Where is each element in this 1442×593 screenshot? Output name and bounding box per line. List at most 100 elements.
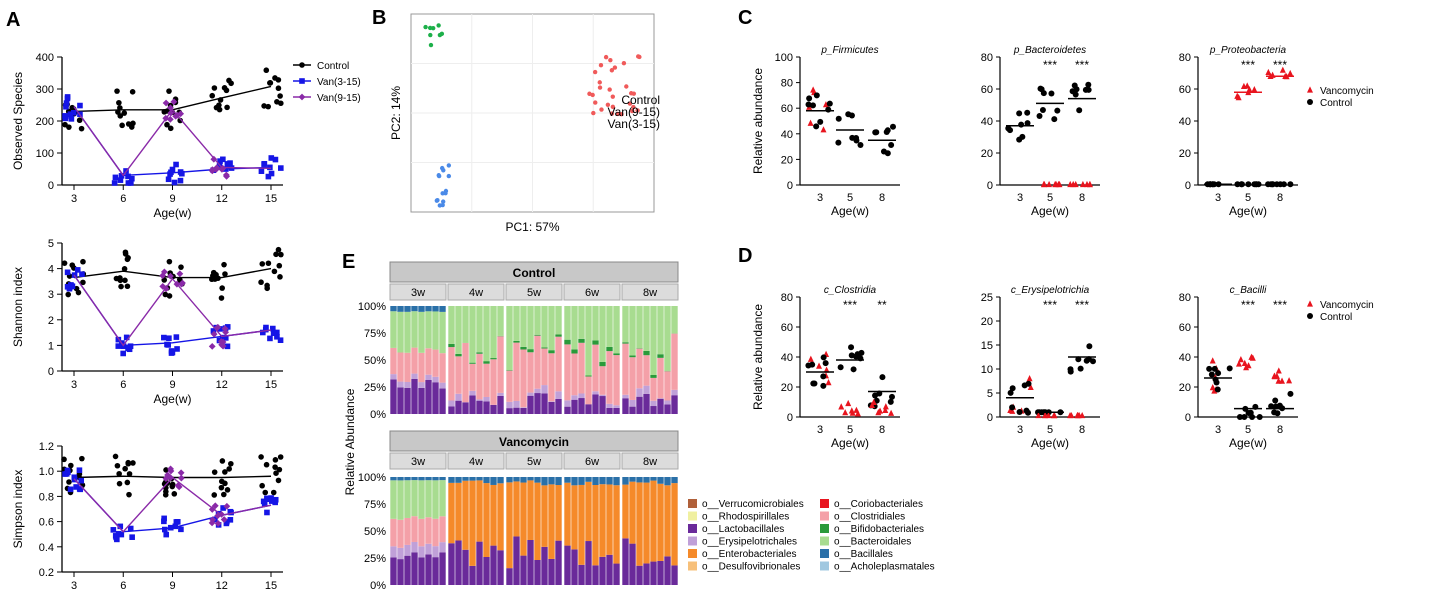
pca-point [599, 107, 604, 112]
significance-label: *** [1075, 58, 1089, 72]
data-point [169, 349, 176, 356]
data-point [879, 374, 886, 381]
data-point [73, 484, 79, 490]
stacked-bar-segment [650, 306, 657, 376]
y-axis-label: Observed Species [11, 72, 25, 170]
y-tick-label: 0.4 [39, 542, 54, 554]
data-point [68, 462, 74, 469]
y-tick-label: 0 [987, 180, 993, 192]
stacked-bar-segment [390, 306, 397, 312]
x-tick-label: 5 [847, 424, 853, 436]
stacked-bar-segment [418, 311, 425, 353]
stacked-bar-segment [497, 483, 504, 551]
stacked-bar-segment [476, 353, 483, 400]
facet-header [389, 261, 679, 283]
stacked-bar-segment [643, 385, 650, 394]
series-line-Van(3-15) [73, 106, 272, 177]
stacked-bar-segment [404, 555, 411, 585]
data-point [220, 516, 228, 523]
stacked-bar-segment [629, 306, 636, 356]
data-point [265, 173, 272, 180]
stacked-bar-segment [578, 338, 585, 343]
y-tick-label: 25 [981, 292, 993, 304]
stacked-bar-segment [432, 306, 439, 312]
data-point [171, 491, 178, 497]
week-header [563, 452, 621, 470]
stacked-bar-segment [664, 404, 671, 414]
data-point [848, 112, 855, 119]
legend-swatch [820, 524, 829, 533]
significance-label: *** [1043, 298, 1057, 312]
stacked-bar-segment [622, 342, 629, 344]
data-point [880, 148, 887, 155]
stacked-bar-segment [555, 485, 562, 541]
pca-legend-label: Van(3-15) [608, 117, 660, 131]
legend-marker [298, 93, 306, 101]
stacked-bar-segment [613, 485, 620, 564]
stacked-bar-segment [404, 477, 411, 481]
data-point [166, 258, 173, 265]
pca-point [610, 104, 616, 110]
stacked-bar-segment [657, 398, 664, 414]
stacked-bar-segment [418, 387, 425, 414]
stacked-bar-segment [490, 359, 497, 405]
stacked-bar-segment [520, 407, 527, 414]
data-point [64, 95, 71, 102]
data-point [169, 481, 176, 488]
data-point [848, 352, 855, 359]
legend-label: Control [1320, 98, 1352, 109]
x-tick-label: 8 [1079, 424, 1085, 436]
stacked-bar-segment [534, 393, 541, 414]
legend-label: o__Verrucomicrobiales [702, 499, 804, 510]
week-label: 6w [585, 287, 599, 299]
data-point [1287, 69, 1294, 77]
stacked-bar-segment [541, 306, 548, 348]
stacked-bar-segment [622, 306, 629, 343]
y-tick-label: 10 [981, 364, 993, 376]
stacked-bar-segment [629, 406, 636, 414]
data-point [1274, 410, 1281, 417]
stacked-bar-segment [448, 482, 455, 544]
data-point [807, 355, 814, 362]
stacked-bar-segment [585, 541, 592, 585]
stacked-bar-segment [490, 545, 497, 585]
stacked-bar-segment [455, 356, 462, 394]
pca-point [624, 84, 629, 89]
legend-label: o__Enterobacteriales [702, 549, 797, 560]
data-point [273, 251, 279, 258]
stacked-bar-segment [527, 306, 534, 350]
stacked-bar-segment [483, 483, 490, 557]
y-tick-label: 1.2 [39, 441, 54, 453]
stacked-bar-segment [606, 351, 613, 404]
stacked-bar-segment [411, 516, 418, 542]
week-label: 5w [527, 287, 541, 299]
data-point [813, 92, 820, 99]
stacked-bar-segment [520, 349, 527, 408]
significance-label: *** [1043, 58, 1057, 72]
data-point [1275, 367, 1282, 374]
data-point [214, 323, 222, 331]
data-point [1208, 371, 1215, 378]
stacked-bar-segment [643, 482, 650, 564]
data-point [126, 491, 132, 498]
panel-label-D: D [738, 245, 752, 267]
stacked-bar-segment [636, 477, 643, 483]
stacked-bar-segment [462, 480, 469, 550]
data-point [177, 117, 183, 124]
x-tick-label: 12 [216, 580, 228, 592]
pca-point [587, 91, 592, 96]
data-point [167, 474, 175, 482]
y-tick-label: 100 [36, 148, 54, 160]
series-line-Van(9-15) [73, 274, 272, 347]
stacked-bar-segment [564, 477, 571, 483]
stacked-bar-segment [448, 400, 455, 407]
y-tick-label: 40 [781, 129, 793, 141]
data-point [273, 470, 279, 476]
data-point [226, 77, 232, 84]
stacked-bar-segment [578, 398, 585, 414]
stacked-bar-segment [650, 377, 657, 401]
data-point [161, 518, 167, 525]
data-point [121, 110, 128, 116]
data-point [1075, 356, 1082, 363]
stacked-bar-segment [592, 344, 599, 392]
